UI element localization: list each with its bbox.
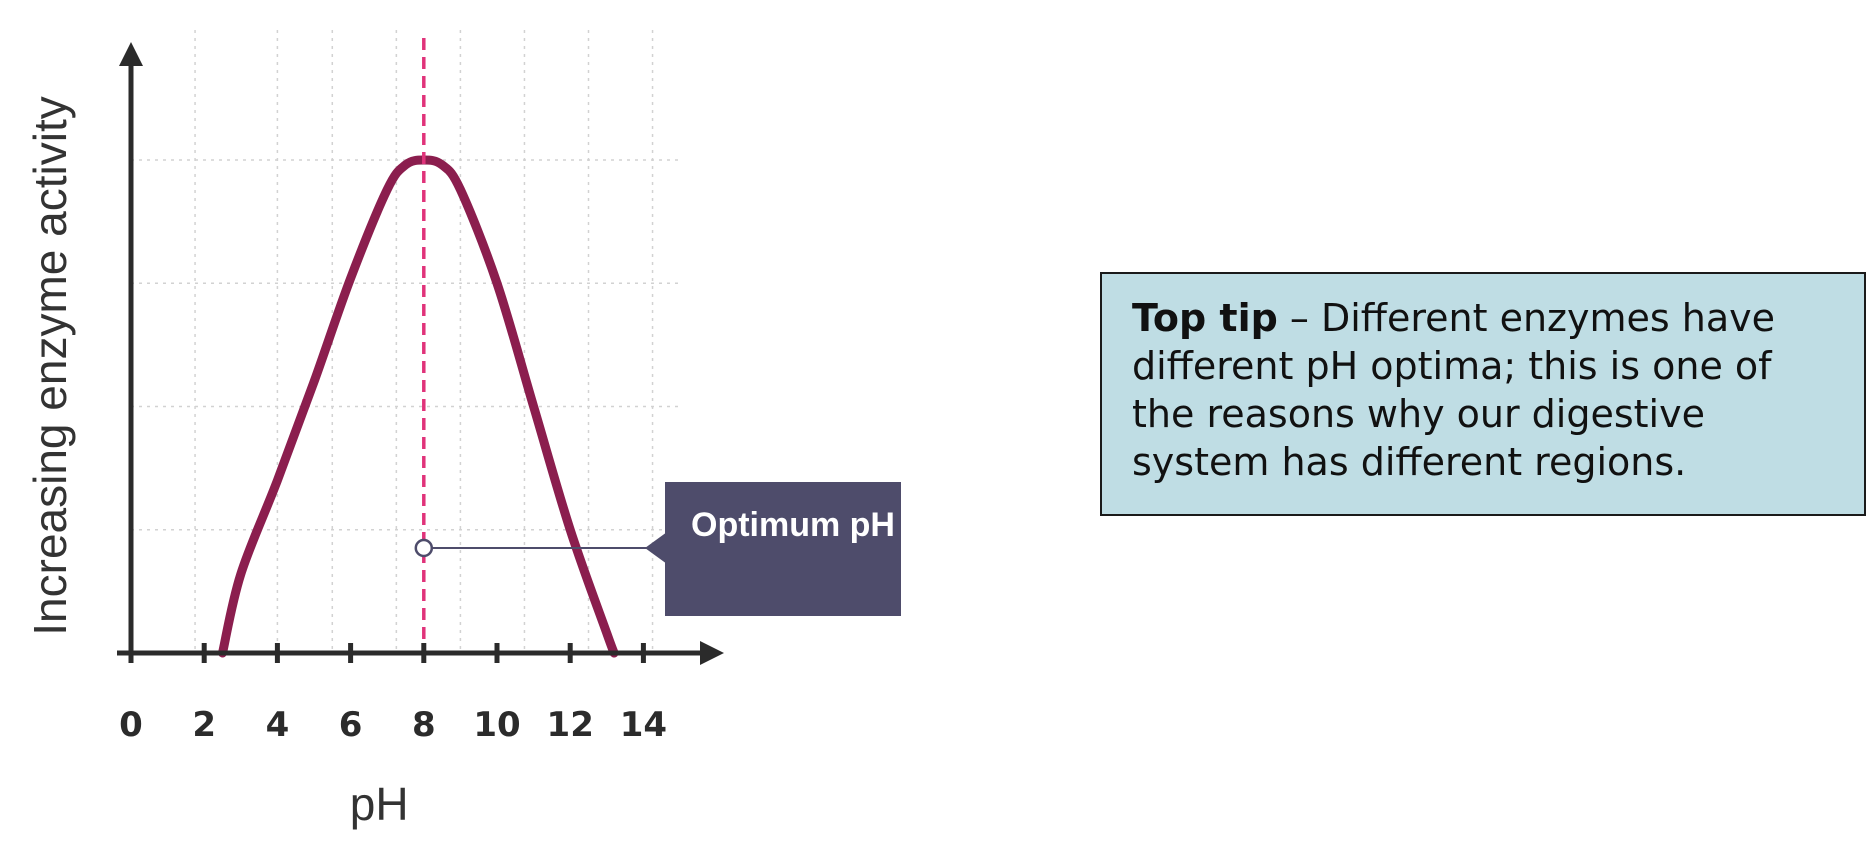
optimum-ph-callout: Optimum pH [665,482,901,616]
chart-axes [117,42,724,665]
top-tip-box: Top tip – Different enzymes have differe… [1100,272,1866,516]
x-tick-label-4: 4 [266,705,290,745]
callout-pointer [645,532,667,564]
y-axis-title: Increasing enzyme activity [24,96,76,635]
x-tick-label-6: 6 [339,705,363,745]
x-axis-title: pH [350,778,409,830]
x-tick-label-10: 10 [473,705,520,745]
x-tick-label-14: 14 [620,705,667,745]
x-tick-label-2: 2 [192,705,216,745]
x-axis-arrow-icon [700,641,724,665]
x-tick-label-8: 8 [412,705,436,745]
chart-grid [131,30,680,653]
x-tick-label-12: 12 [547,705,594,745]
optimum-marker [414,538,434,558]
x-axis-tick-labels: 0 2 4 6 8 10 12 14 [119,705,667,745]
x-axis-ticks [128,643,646,663]
y-axis-arrow-icon [119,42,143,66]
x-tick-label-0: 0 [119,705,143,745]
top-tip-text: – Different enzymes have different pH op… [1132,296,1775,484]
top-tip-title: Top tip [1132,296,1278,340]
